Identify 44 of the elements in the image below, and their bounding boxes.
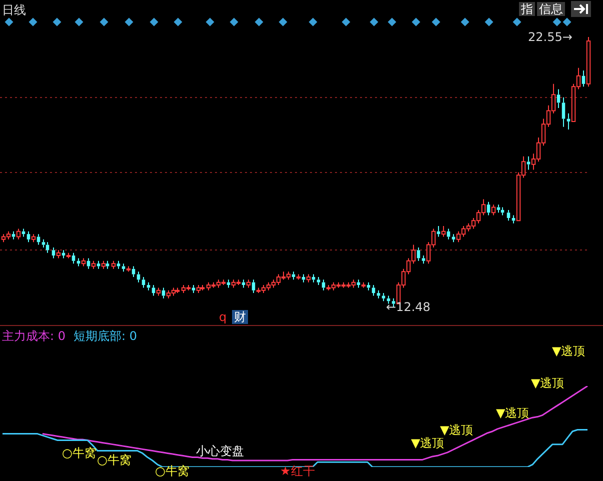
candlestick — [422, 255, 426, 264]
candlestick — [26, 230, 30, 243]
text: 财 — [232, 310, 248, 324]
candlestick — [12, 230, 16, 240]
candlestick — [446, 228, 450, 240]
candlestick — [491, 204, 496, 216]
candlestick — [252, 279, 256, 294]
candlestick — [582, 70, 586, 88]
text: 信息 — [537, 2, 565, 16]
candlestick — [142, 276, 146, 288]
candlestick — [382, 292, 386, 302]
candlestick — [122, 263, 126, 272]
annotation: ▼逃顶 — [440, 423, 474, 437]
chart-title: 日线 — [2, 3, 26, 17]
candlestick — [72, 252, 76, 264]
annotation: ○牛窝 — [97, 453, 132, 467]
text: 主力成本: 0 — [2, 329, 66, 343]
text: 指 — [519, 2, 535, 16]
candlestick — [416, 246, 420, 262]
candlestick — [152, 284, 156, 296]
annotation: ○牛窝 — [155, 464, 190, 478]
text: q — [219, 310, 227, 324]
text: 短期底部: 0 — [74, 329, 137, 343]
candlestick — [42, 238, 46, 248]
annotation: ▼逃顶 — [496, 406, 530, 420]
candlestick — [132, 266, 136, 278]
candlestick — [562, 96, 566, 128]
candlestick — [486, 201, 490, 216]
candlestick — [316, 276, 320, 286]
annotation: ▼逃顶 — [411, 436, 444, 450]
annotation: ★红干 — [280, 464, 315, 478]
annotation: 22.55→ — [528, 30, 572, 44]
annotation: ←12.48 — [386, 300, 430, 314]
candlestick — [506, 209, 510, 222]
candlestick — [372, 284, 376, 296]
candlestick — [556, 88, 560, 109]
annotation: ▼逃顶 — [531, 376, 564, 390]
candlestick — [441, 226, 446, 238]
candlestick — [52, 246, 56, 259]
text: ▼逃顶 — [552, 344, 586, 358]
candlestick — [526, 156, 530, 170]
candlestick — [192, 284, 196, 294]
annotation: ○牛窝 — [62, 446, 96, 460]
annotation: 小心变盘 — [196, 444, 244, 458]
